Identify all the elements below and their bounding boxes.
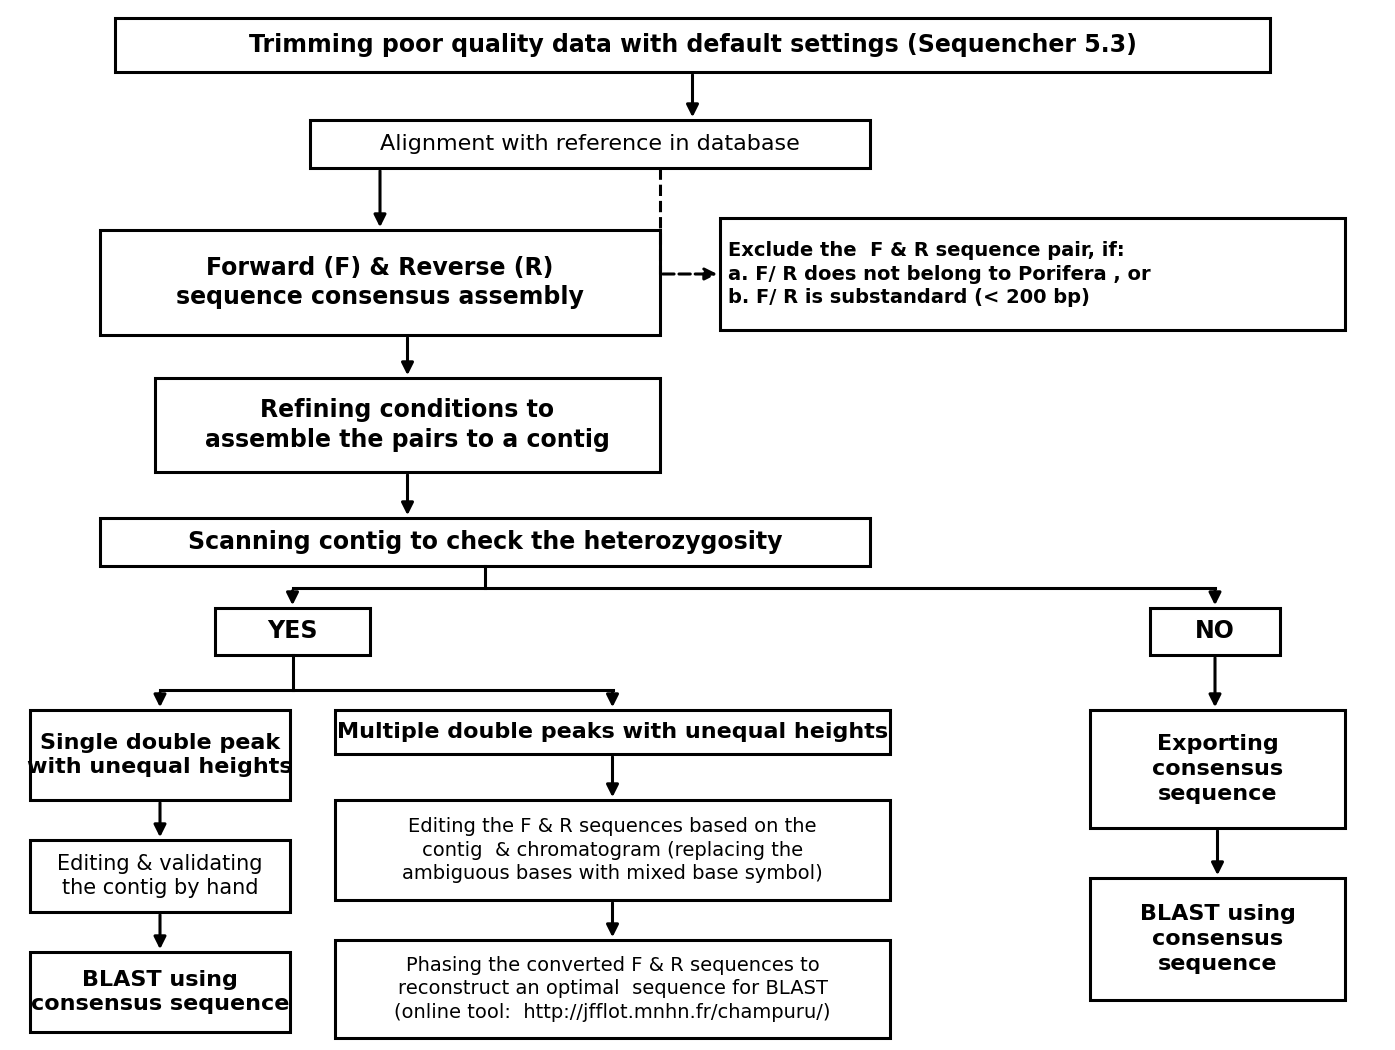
Bar bbox=[215, 608, 370, 655]
Text: Single double peak
with unequal heights: Single double peak with unequal heights bbox=[27, 733, 293, 777]
Bar bbox=[155, 378, 660, 472]
Bar bbox=[1149, 608, 1281, 655]
Bar bbox=[100, 518, 870, 566]
Text: Refining conditions to
assemble the pairs to a contig: Refining conditions to assemble the pair… bbox=[205, 398, 610, 452]
Bar bbox=[31, 710, 290, 800]
Bar bbox=[335, 800, 890, 900]
Text: BLAST using
consensus
sequence: BLAST using consensus sequence bbox=[1140, 904, 1296, 973]
Text: Editing & validating
the contig by hand: Editing & validating the contig by hand bbox=[57, 854, 262, 899]
Bar bbox=[31, 840, 290, 912]
Bar bbox=[100, 230, 660, 335]
Bar bbox=[335, 710, 890, 754]
Text: NO: NO bbox=[1196, 620, 1235, 644]
Text: BLAST using
consensus sequence: BLAST using consensus sequence bbox=[31, 969, 289, 1014]
Text: Editing the F & R sequences based on the
contig  & chromatogram (replacing the
a: Editing the F & R sequences based on the… bbox=[402, 817, 823, 883]
Text: Trimming poor quality data with default settings (Sequencher 5.3): Trimming poor quality data with default … bbox=[248, 33, 1137, 57]
Bar bbox=[720, 218, 1345, 330]
Bar bbox=[310, 120, 870, 168]
Text: Alignment with reference in database: Alignment with reference in database bbox=[379, 134, 799, 154]
Text: Forward (F) & Reverse (R)
sequence consensus assembly: Forward (F) & Reverse (R) sequence conse… bbox=[176, 255, 585, 310]
Bar bbox=[1089, 710, 1345, 828]
Bar bbox=[335, 940, 890, 1038]
Text: YES: YES bbox=[268, 620, 318, 644]
Text: Phasing the converted F & R sequences to
reconstruct an optimal  sequence for BL: Phasing the converted F & R sequences to… bbox=[395, 956, 831, 1022]
Text: Exclude the  F & R sequence pair, if:
a. F/ R does not belong to Porifera , or
b: Exclude the F & R sequence pair, if: a. … bbox=[728, 242, 1151, 307]
Bar bbox=[114, 18, 1269, 72]
Text: Scanning contig to check the heterozygosity: Scanning contig to check the heterozygos… bbox=[188, 530, 783, 554]
Bar bbox=[31, 952, 290, 1032]
Bar bbox=[1089, 878, 1345, 1000]
Text: Multiple double peaks with unequal heights: Multiple double peaks with unequal heigh… bbox=[338, 722, 889, 742]
Text: Exporting
consensus
sequence: Exporting consensus sequence bbox=[1152, 734, 1283, 804]
